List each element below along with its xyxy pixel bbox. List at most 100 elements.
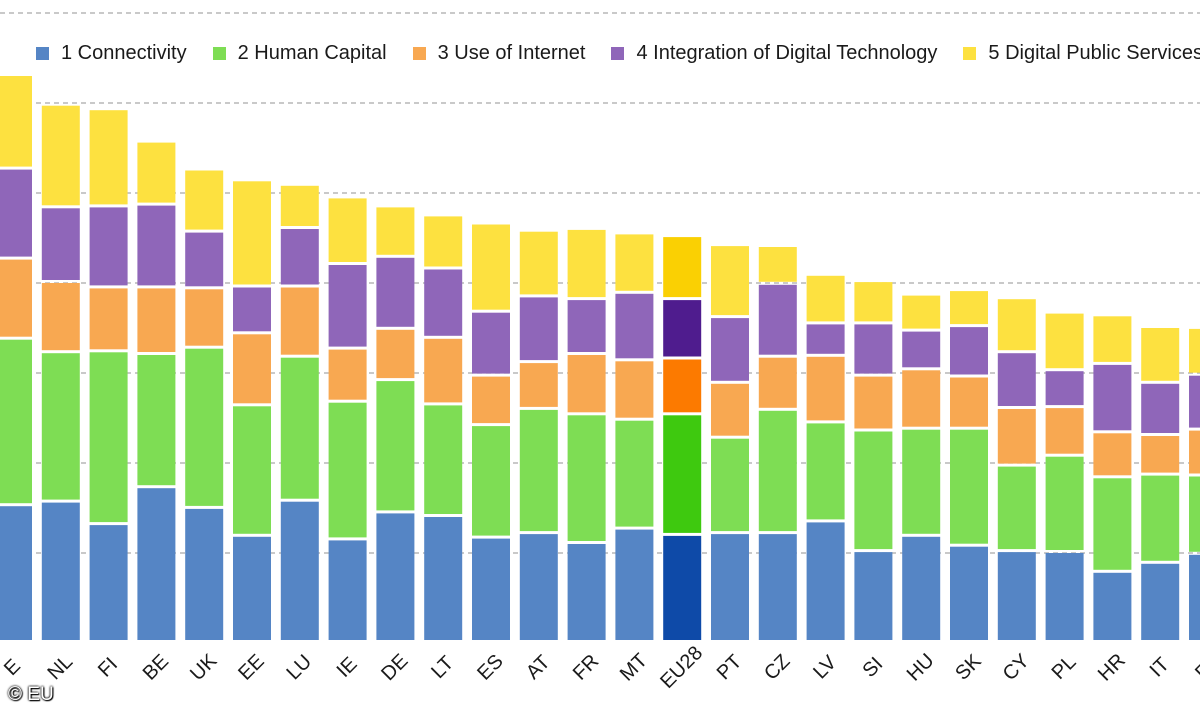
bar-segment-mt-1 xyxy=(615,529,654,640)
bar-segment-fi-4 xyxy=(89,207,128,286)
legend-swatch xyxy=(36,47,49,60)
legend-item-2: 2 Human Capital xyxy=(212,42,387,65)
x-tick-label: LU xyxy=(282,651,316,685)
bar-segment-pt-3 xyxy=(711,383,749,436)
bar-segment-de-1 xyxy=(376,513,415,640)
bar-segment-mt-4 xyxy=(615,293,654,359)
legend-item-1: 1 Connectivity xyxy=(36,42,187,65)
bar-segment-el-1 xyxy=(1189,554,1200,640)
bar-segment-lu-4 xyxy=(280,229,319,285)
bar-segment-lv-5 xyxy=(806,275,845,322)
bar-segment-de-5 xyxy=(376,207,415,255)
x-tick-label: IT xyxy=(1146,653,1174,681)
bar-segment-pl-5 xyxy=(1045,313,1084,369)
bar-segment-lv-3 xyxy=(806,356,845,421)
bar-segment-nl-3 xyxy=(41,283,80,351)
bar-segment-be-3 xyxy=(137,288,176,352)
legend-label: 3 Use of Internet xyxy=(437,42,586,64)
bar-segment-es-2 xyxy=(472,426,510,536)
bar-segment-hr-3 xyxy=(1093,433,1132,476)
x-tick-label: ES xyxy=(473,650,507,684)
bar-segment-sk-5 xyxy=(950,291,988,325)
bar-segment-sk-3 xyxy=(950,377,988,427)
bar-segment-es-3 xyxy=(472,376,510,424)
bar-segment-at-2 xyxy=(519,409,558,532)
bar-segment-lu-1 xyxy=(280,501,319,640)
bar-segment-pt-2 xyxy=(711,438,749,532)
legend-swatch xyxy=(611,47,625,60)
bar-segment-pl-2 xyxy=(1045,456,1084,550)
bar-segment-el-2 xyxy=(1189,476,1200,552)
bar-segment-uk-3 xyxy=(185,289,224,346)
bar-segment-se-1 xyxy=(0,506,32,640)
bar-segment-el-4 xyxy=(1189,375,1200,428)
bar-segment-be-4 xyxy=(137,205,176,286)
bar-segment-se-2 xyxy=(0,339,32,504)
bar-segment-mt-5 xyxy=(615,234,654,291)
x-tick-label: EE xyxy=(234,650,268,684)
bar-segment-lv-1 xyxy=(806,522,845,640)
bar-segment-ie-2 xyxy=(328,402,367,538)
bar-segment-fi-5 xyxy=(89,110,128,205)
bar-segment-lv-2 xyxy=(806,423,845,520)
bar-segment-nl-2 xyxy=(41,353,80,500)
bar-segment-lu-5 xyxy=(280,185,319,226)
bar-segment-it-5 xyxy=(1141,328,1180,381)
bar-segment-sk-2 xyxy=(950,429,988,544)
bar-segment-pt-4 xyxy=(711,318,749,381)
bar-segment-mt-2 xyxy=(615,420,654,527)
bar-segment-lt-2 xyxy=(424,405,463,514)
bar-segment-si-2 xyxy=(854,431,893,550)
bar-segment-pl-3 xyxy=(1045,408,1084,454)
bar-segment-cz-2 xyxy=(758,410,797,532)
bar-segment-fi-3 xyxy=(89,288,128,350)
bar-segment-mt-3 xyxy=(615,361,654,418)
bar-segment-it-3 xyxy=(1141,436,1180,473)
bar-segment-de-4 xyxy=(376,257,415,327)
bar-segment-hu-2 xyxy=(902,429,941,534)
bar-segment-uk-4 xyxy=(185,232,224,287)
bar-segment-eu28-5 xyxy=(663,237,702,298)
bar-segment-si-4 xyxy=(854,324,893,374)
legend: 1 Connectivity 2 Human Capital 3 Use of In… xyxy=(36,42,1200,65)
x-tick-label: FR xyxy=(569,650,603,684)
legend-label: 1 Connectivity xyxy=(61,42,187,64)
bar-segment-hr-2 xyxy=(1093,478,1132,570)
bar-segment-nl-1 xyxy=(41,502,80,640)
bar-segment-lu-2 xyxy=(280,357,319,499)
bar-segment-cz-4 xyxy=(758,284,797,355)
bar-segment-de-2 xyxy=(376,381,415,511)
bar-segment-fr-2 xyxy=(567,415,606,541)
bar-segment-hr-1 xyxy=(1093,572,1132,640)
bar-segment-eu28-3 xyxy=(663,359,702,413)
bar-segment-se-3 xyxy=(0,259,32,337)
x-tick-label: LT xyxy=(427,652,458,683)
x-tick-label: EL xyxy=(1191,651,1200,684)
x-tick-label: CY xyxy=(999,650,1034,685)
x-tick-label: AT xyxy=(522,651,555,684)
copyright-notice: © EU xyxy=(8,684,54,705)
bar-segment-ee-5 xyxy=(233,181,271,285)
bar-segment-ee-3 xyxy=(233,334,271,404)
x-tick-label: SK xyxy=(951,650,986,685)
x-tick-label: LV xyxy=(809,651,841,683)
bar-segment-si-1 xyxy=(854,552,893,640)
bar-segment-cy-4 xyxy=(997,353,1036,406)
x-tick-label: DE xyxy=(377,650,412,685)
bar-segment-be-1 xyxy=(137,488,176,640)
bar-segment-fr-4 xyxy=(567,300,606,352)
bar-segment-it-4 xyxy=(1141,383,1180,433)
bar-segment-sk-4 xyxy=(950,327,988,375)
bar-segment-es-1 xyxy=(472,538,510,640)
bar-segment-nl-5 xyxy=(41,105,80,206)
bar-segment-eu28-1 xyxy=(663,535,702,640)
bar-segment-el-5 xyxy=(1189,328,1200,373)
bar-segment-de-3 xyxy=(376,329,415,379)
x-tick-label: UK xyxy=(186,649,222,685)
bar-segment-es-5 xyxy=(472,224,510,310)
bar-segment-cz-1 xyxy=(758,534,797,640)
bar-segment-ee-2 xyxy=(233,406,271,534)
bar-segment-si-5 xyxy=(854,282,893,322)
bar-segment-ee-1 xyxy=(233,536,271,640)
